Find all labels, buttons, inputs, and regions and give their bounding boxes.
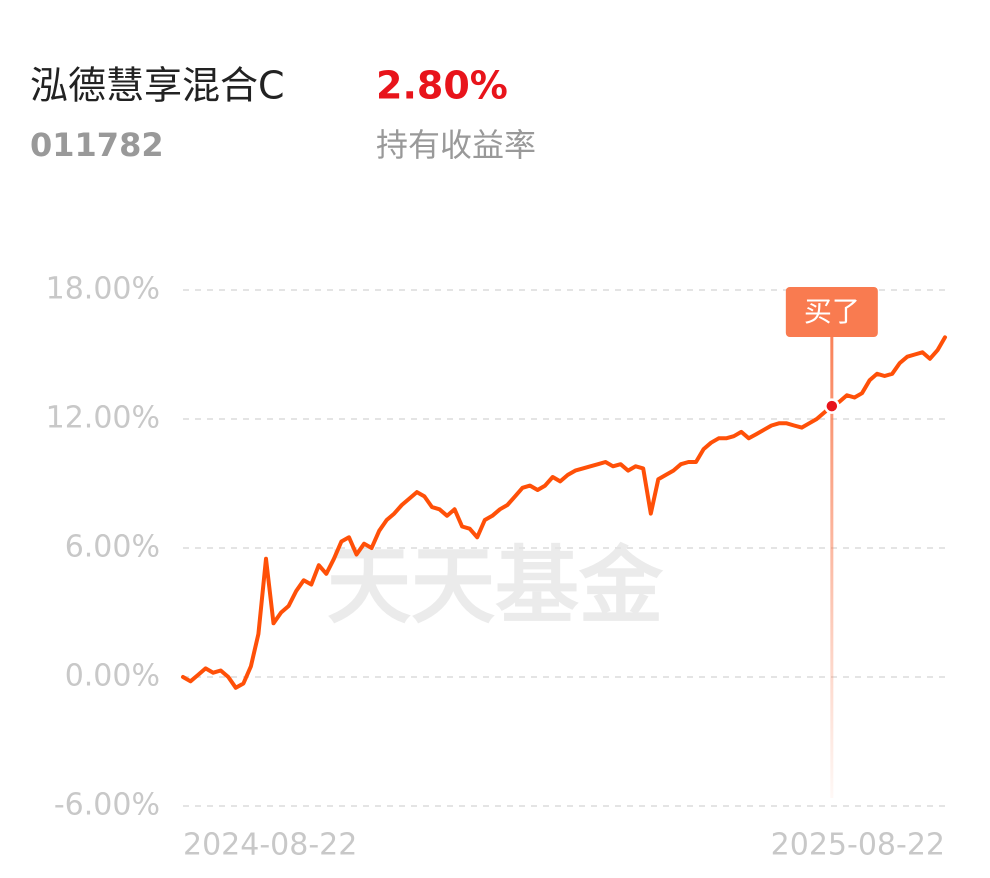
y-tick-label: 6.00% xyxy=(65,530,160,565)
marker-label: 买了 xyxy=(804,295,860,328)
fund-name: 泓德慧享混合C xyxy=(30,64,285,108)
y-tick-label: 12.00% xyxy=(46,401,160,436)
return-value: 2.80% xyxy=(376,64,508,108)
y-tick-label: 18.00% xyxy=(46,272,160,307)
marker-line xyxy=(830,336,834,798)
series-line xyxy=(181,335,947,690)
x-tick-label: 2024-08-22 xyxy=(183,828,357,863)
return-label: 持有收益率 xyxy=(376,126,536,164)
marker-point xyxy=(824,398,840,414)
watermark: 天天基金 xyxy=(327,537,664,635)
fund-code: 011782 xyxy=(30,126,164,164)
marker-label-box xyxy=(785,287,878,337)
x-tick-label: 2025-08-22 xyxy=(771,828,945,863)
y-tick-label: -6.00% xyxy=(54,788,160,823)
y-tick-label: 0.00% xyxy=(65,659,160,694)
